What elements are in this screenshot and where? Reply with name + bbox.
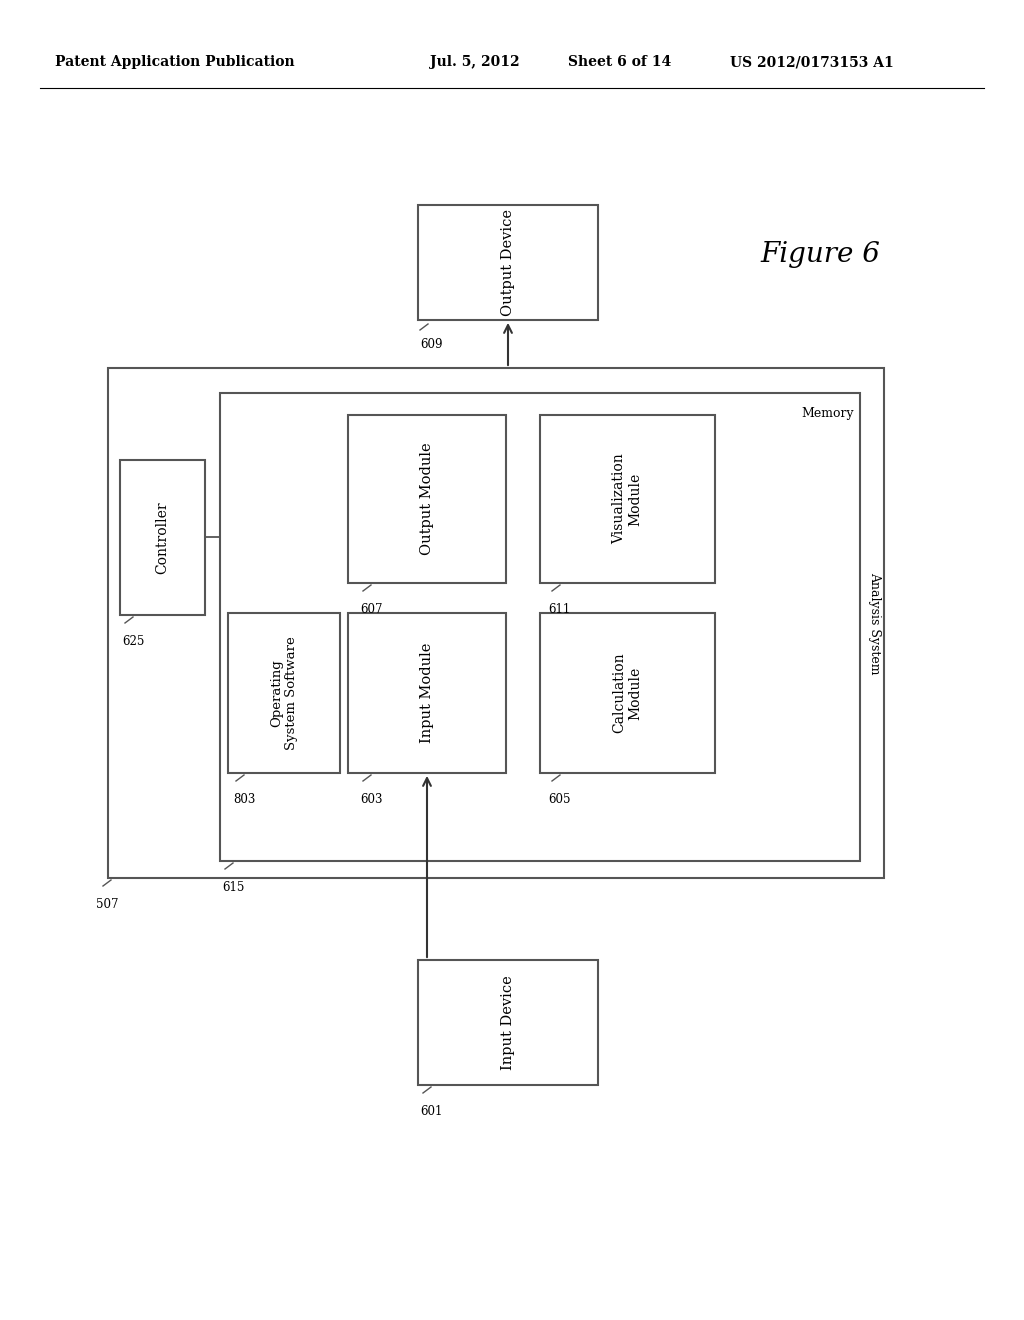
- Text: Output Device: Output Device: [501, 209, 515, 315]
- Bar: [228, 612, 340, 774]
- Text: 605: 605: [548, 793, 570, 807]
- Text: 611: 611: [548, 603, 570, 616]
- Bar: [348, 414, 506, 583]
- Bar: [220, 393, 860, 861]
- Text: Patent Application Publication: Patent Application Publication: [55, 55, 295, 69]
- Text: Sheet 6 of 14: Sheet 6 of 14: [568, 55, 672, 69]
- Text: 609: 609: [420, 338, 442, 351]
- Text: 803: 803: [233, 793, 255, 807]
- Text: Figure 6: Figure 6: [760, 242, 880, 268]
- Bar: [418, 205, 598, 319]
- Text: 607: 607: [360, 603, 383, 616]
- Text: Input Device: Input Device: [501, 975, 515, 1071]
- Text: Memory: Memory: [802, 407, 854, 420]
- Bar: [108, 368, 884, 878]
- Bar: [418, 960, 598, 1085]
- Bar: [540, 414, 715, 583]
- Text: 507: 507: [96, 898, 119, 911]
- Text: 615: 615: [222, 880, 245, 894]
- Text: Input Module: Input Module: [420, 643, 434, 743]
- Bar: [540, 612, 715, 774]
- Text: 625: 625: [122, 635, 144, 648]
- Text: Visualization
Module: Visualization Module: [612, 454, 643, 544]
- Text: US 2012/0173153 A1: US 2012/0173153 A1: [730, 55, 894, 69]
- Bar: [120, 459, 205, 615]
- Text: 603: 603: [360, 793, 383, 807]
- Text: Calculation
Module: Calculation Module: [612, 652, 643, 734]
- Text: Analysis System: Analysis System: [868, 572, 882, 675]
- Text: 601: 601: [420, 1105, 442, 1118]
- Text: Operating
System Software: Operating System Software: [270, 636, 298, 750]
- Text: Jul. 5, 2012: Jul. 5, 2012: [430, 55, 519, 69]
- Text: Controller: Controller: [156, 502, 170, 574]
- Text: Output Module: Output Module: [420, 442, 434, 556]
- Bar: [348, 612, 506, 774]
